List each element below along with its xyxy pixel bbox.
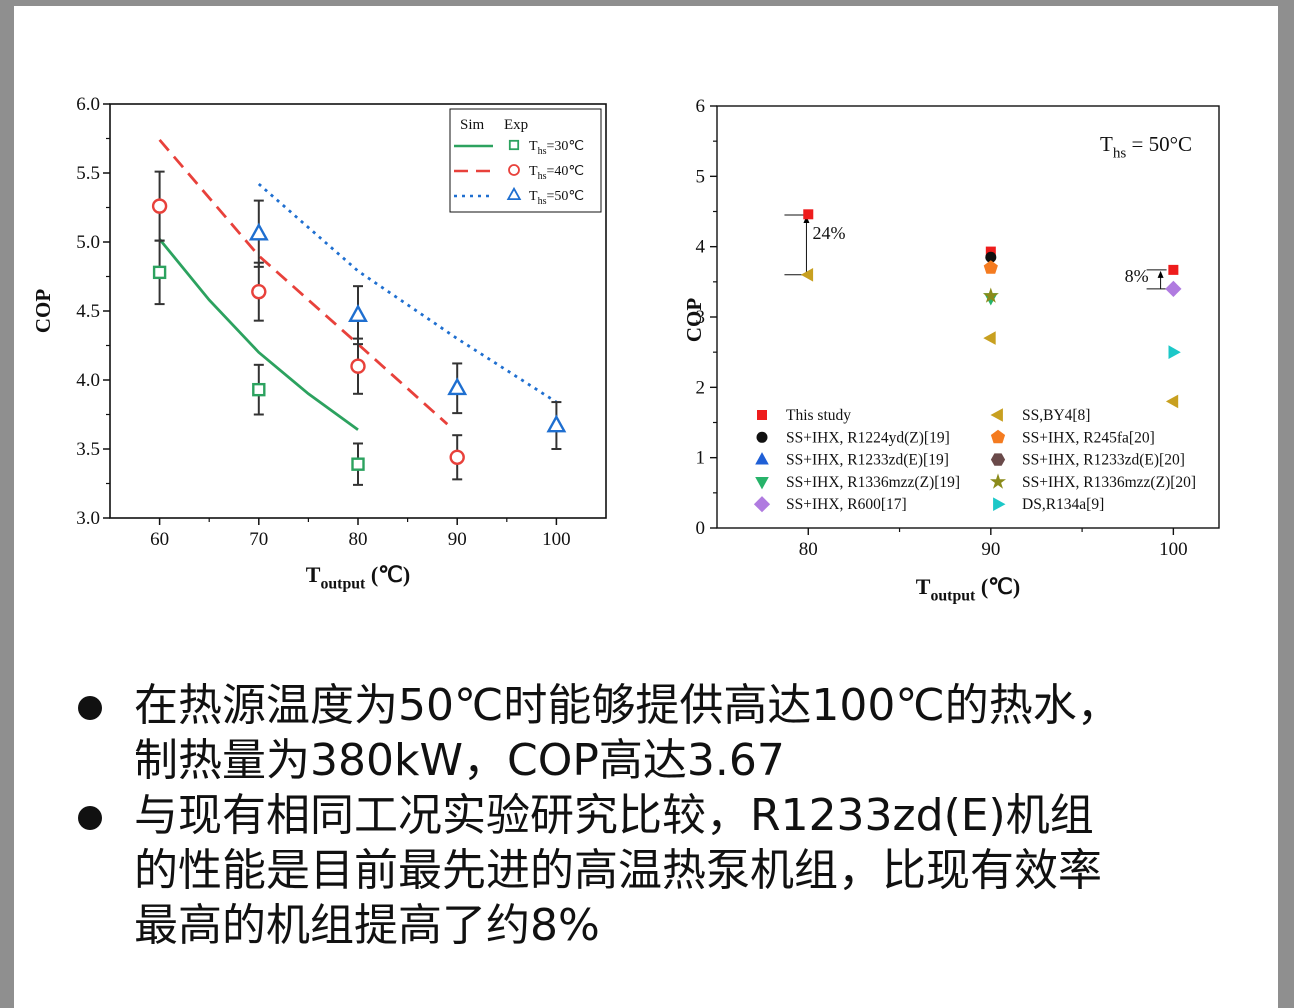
sim-line-2 [158, 138, 449, 426]
annotation-label: 8% [1125, 266, 1149, 286]
exp-point-3 [447, 377, 468, 396]
chart-right: 80 90 100 0 1 2 3 4 5 6 Toutput (℃) COP Ths = 50°C 24… [682, 96, 1220, 605]
legend-marker-5 [753, 496, 771, 513]
x-tick-label: 80 [799, 539, 818, 560]
x-axis-label: Toutput (℃) [916, 574, 1020, 605]
legend-label-9: SS+IHX, R1336mzz(Z)[20] [1022, 474, 1196, 491]
sim-line-3 [257, 182, 558, 404]
bullet-text: 制热量为380kW，COP高达3.67 [134, 735, 785, 786]
bullet-list: 在热源温度为50℃时能够提供高达100℃的热水， 制热量为380kW，COP高达… [78, 678, 1258, 953]
sim-line-1 [158, 238, 359, 431]
exp-point-3 [248, 222, 269, 241]
x-axis-label: Toutput (℃) [306, 562, 410, 593]
x-tick-label: 100 [542, 529, 571, 550]
x-tick-label: 70 [249, 529, 268, 550]
y-tick-label: 3 [696, 307, 706, 328]
y-tick-label: 5.5 [76, 163, 100, 184]
legend-label-3: SS+IHX, R1233zd(E)[19] [786, 452, 949, 469]
data-point-10 [1168, 345, 1181, 359]
y-tick-label: 2 [696, 377, 706, 398]
legend-marker-8 [990, 453, 1006, 466]
x-tick-label: 60 [150, 529, 169, 550]
exp-point-1 [351, 457, 365, 471]
bullet-item-2: 与现有相同工况实验研究比较，R1233zd(E)机组 的性能是目前最先进的高温热… [78, 788, 1258, 953]
legend-label-10: DS,R134a[9] [1022, 496, 1104, 513]
bullet-text: 的性能是目前最先进的高温热泵机组，比现有效率 [134, 845, 1102, 896]
legend-label-1: This study [786, 407, 851, 424]
legend-label-6: SS,BY4[8] [1022, 407, 1090, 424]
legend-marker-6 [990, 408, 1003, 422]
data-point-6 [983, 331, 996, 345]
chart-note: Ths = 50°C [1100, 132, 1192, 161]
legend-marker-2 [508, 164, 520, 176]
legend-label-3: Ths=50℃ [529, 189, 584, 207]
data-point-1 [985, 246, 996, 257]
x-tick-label: 80 [349, 529, 368, 550]
y-tick-label: 6 [696, 96, 706, 117]
legend-header-sim: Sim [460, 117, 485, 133]
exp-point-2 [151, 198, 168, 214]
annotation-arrow [1157, 270, 1164, 278]
exp-point-3 [348, 304, 368, 322]
legend-marker-1 [508, 139, 520, 151]
legend-box [449, 108, 602, 213]
y-axis-label: COP [682, 298, 706, 343]
x-tick-label: 100 [1159, 539, 1188, 560]
data-point-5 [1165, 280, 1182, 297]
y-tick-label: 4 [696, 237, 706, 258]
y-tick-label: 3.0 [76, 508, 100, 529]
legend-label-1: Ths=30℃ [529, 139, 584, 157]
data-point-1 [803, 209, 814, 220]
x-tick-label: 90 [981, 539, 1000, 560]
slide: 60 70 80 90 100 3.0 3.5 4.0 4.5 5.0 5.5 6.0 Toutput … [14, 6, 1278, 1008]
bullet-text: 在热源温度为50℃时能够提供高达100℃的热水， [134, 680, 1121, 731]
y-tick-label: 4.0 [76, 370, 100, 391]
legend-label-8: SS+IHX, R1233zd(E)[20] [1022, 452, 1185, 469]
exp-point-1 [152, 265, 167, 280]
exp-point-2 [251, 283, 267, 300]
data-point-2 [985, 251, 997, 263]
data-point-7 [983, 260, 998, 274]
exp-point-1 [252, 382, 266, 397]
y-tick-label: 5.0 [76, 232, 100, 253]
legend-label-2: SS+IHX, R1224yd(Z)[19] [786, 429, 950, 446]
legend-marker-3 [506, 186, 522, 201]
chart-left: 60 70 80 90 100 3.0 3.5 4.0 4.5 5.0 5.5 6.0 Toutput … [31, 94, 607, 593]
legend-marker-1 [757, 410, 767, 420]
legend-marker-3 [755, 452, 769, 465]
y-tick-label: 0 [696, 518, 706, 539]
legend-marker-7 [990, 429, 1006, 444]
bullet-item-1: 在热源温度为50℃时能够提供高达100℃的热水， 制热量为380kW，COP高达… [78, 678, 1258, 788]
y-tick-label: 5 [696, 166, 706, 187]
y-tick-label: 6.0 [76, 94, 100, 115]
legend-label-7: SS+IHX, R245fa[20] [1022, 429, 1155, 446]
data-point-6 [1165, 394, 1179, 409]
legend-marker-9 [990, 473, 1006, 489]
x-tick-label: 90 [448, 529, 467, 550]
annotation-arrow [803, 216, 810, 224]
legend-header-exp: Exp [504, 117, 528, 133]
bullet-text: 最高的机组提高了约8% [134, 900, 600, 951]
exp-point-2 [350, 358, 366, 374]
y-axis-label: COP [31, 289, 55, 334]
data-point-6 [800, 268, 814, 282]
legend-label-5: SS+IHX, R600[17] [786, 496, 907, 513]
legend-marker-2 [756, 431, 768, 443]
legend-marker-4 [755, 477, 769, 490]
exp-point-3 [546, 414, 567, 433]
legend-label-4: SS+IHX, R1336mzz(Z)[19] [786, 474, 960, 491]
legend-label-2: Ths=40℃ [529, 164, 584, 182]
y-tick-label: 3.5 [76, 439, 100, 460]
bullet-text: 与现有相同工况实验研究比较，R1233zd(E)机组 [134, 790, 1094, 841]
y-tick-label: 1 [696, 448, 706, 469]
exp-point-2 [449, 449, 465, 465]
y-tick-label: 4.5 [76, 301, 100, 322]
bullet-dot [78, 806, 102, 830]
bullet-dot [78, 696, 102, 720]
data-point-9 [982, 287, 999, 303]
legend-marker-10 [993, 497, 1006, 511]
data-point-1 [1168, 264, 1179, 275]
annotation-label: 24% [812, 223, 845, 243]
